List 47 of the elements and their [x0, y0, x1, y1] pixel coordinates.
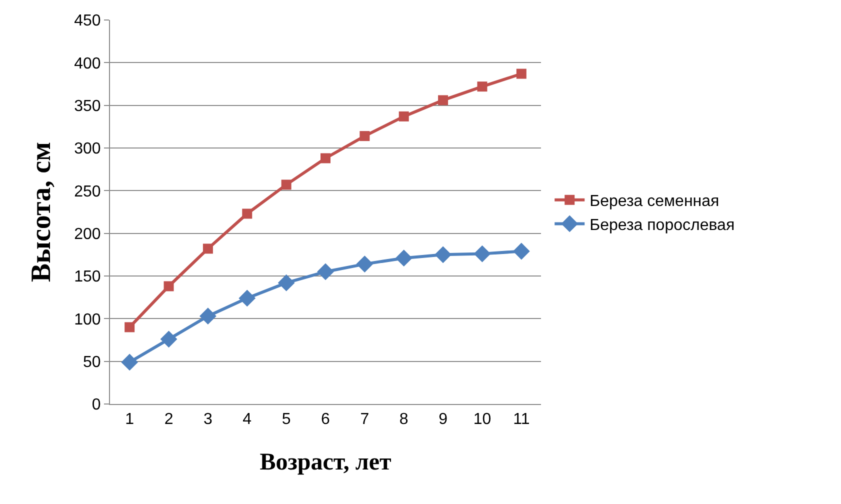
point [398, 111, 409, 122]
point [278, 274, 295, 292]
point [360, 131, 370, 142]
x-tick-label: 6 [321, 411, 330, 428]
y-tick-label: 400 [74, 55, 101, 72]
x-tick-label: 7 [360, 411, 370, 428]
y-tick-label: 350 [74, 98, 101, 115]
point [438, 95, 448, 106]
x-tick-label: 4 [242, 411, 252, 428]
x-tick-label: 1 [125, 411, 134, 428]
x-tick-label: 8 [399, 411, 408, 428]
y-tick-label: 300 [74, 140, 101, 158]
point [516, 68, 526, 79]
point [242, 208, 252, 219]
y-tick-label: 150 [74, 268, 101, 286]
y-tick-label: 250 [74, 183, 101, 200]
y-tick-label: 50 [83, 354, 101, 371]
point [356, 256, 374, 272]
point [281, 180, 292, 190]
point [474, 245, 491, 262]
point [164, 281, 174, 292]
point [512, 242, 530, 260]
x-axis-title: Возраст, лет [260, 450, 392, 476]
point [317, 263, 334, 280]
point [121, 354, 138, 371]
point [202, 244, 213, 254]
point [477, 82, 488, 92]
legend-label: Береза порослевая [590, 216, 735, 234]
point [124, 322, 135, 332]
y-tick-label: 200 [74, 226, 101, 243]
y-tick-label: 100 [74, 311, 101, 328]
x-tick-label: 9 [438, 411, 448, 428]
y-tick-label: 450 [74, 12, 101, 30]
point [395, 250, 412, 267]
x-tick-label: 5 [282, 411, 291, 428]
x-tick-label: 10 [473, 411, 492, 428]
x-tick-label: 11 [513, 411, 530, 428]
legend-label: Береза семенная [590, 193, 720, 210]
point [238, 290, 256, 307]
point [160, 330, 178, 348]
point [320, 153, 330, 164]
x-tick-label: 2 [164, 411, 174, 428]
x-tick-label: 3 [203, 411, 212, 428]
point [200, 308, 216, 325]
point [434, 246, 452, 264]
y-axis-title: Высота, см [26, 142, 57, 282]
y-tick-label: 0 [92, 396, 101, 414]
